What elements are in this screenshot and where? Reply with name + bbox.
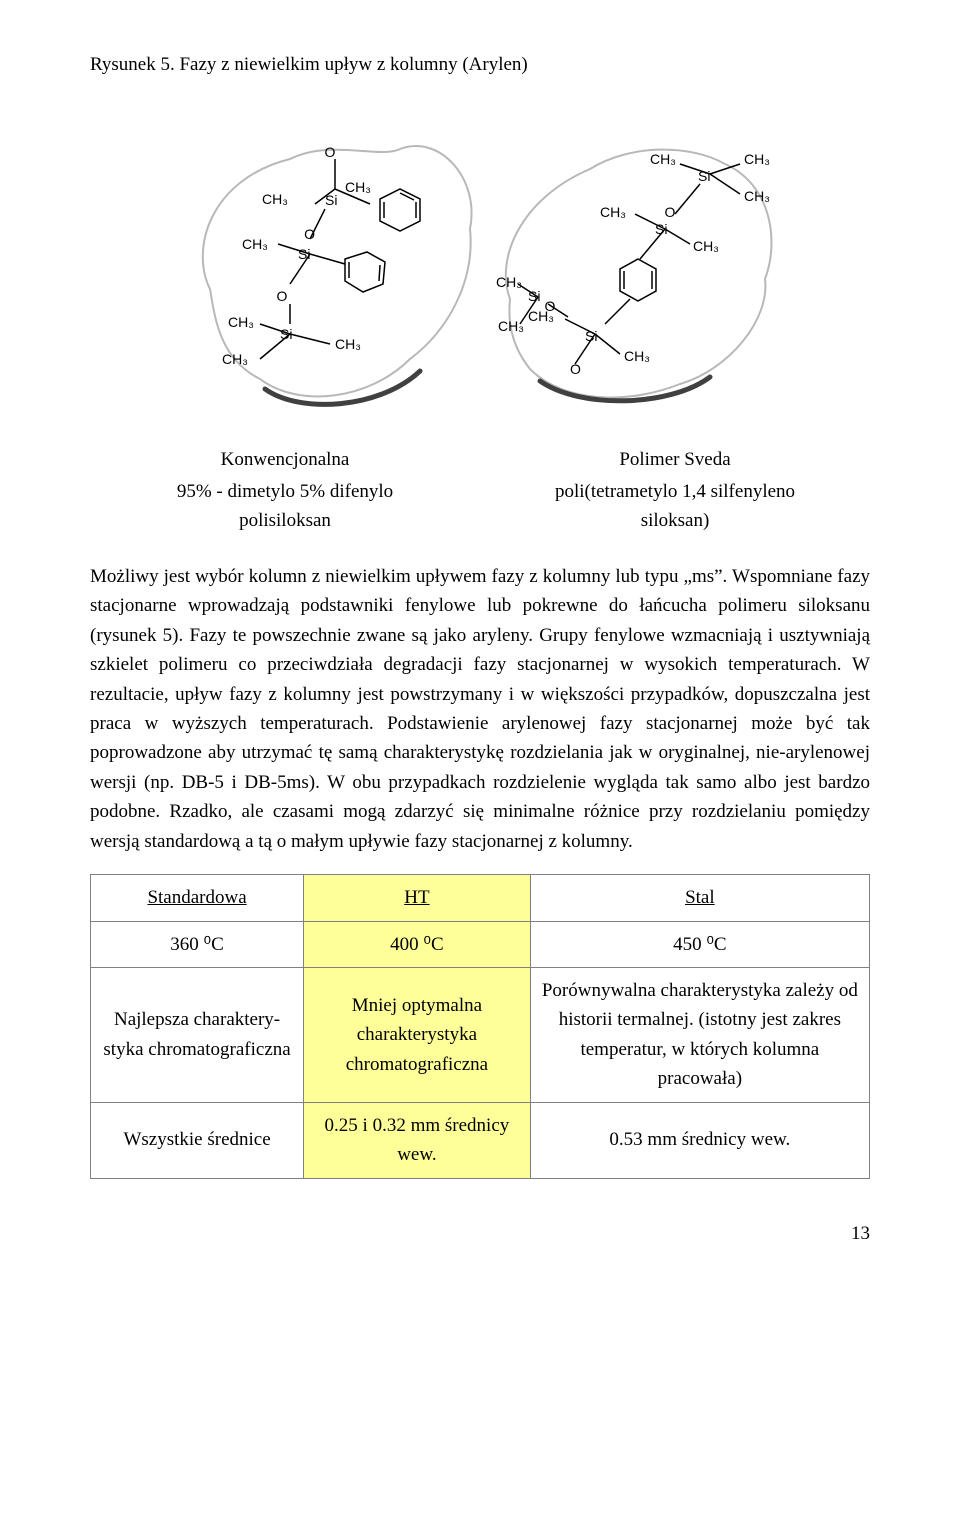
table-row: 360 ⁰C 400 ⁰C 450 ⁰C [91, 921, 870, 967]
cell: 360 ⁰C [91, 921, 304, 967]
svg-text:CH₃: CH₃ [345, 179, 371, 195]
svg-text:CH₃: CH₃ [693, 238, 719, 254]
svg-text:CH₃: CH₃ [600, 204, 626, 220]
svg-text:CH₃: CH₃ [744, 151, 770, 167]
label-right-head: Polimer Sveda [480, 445, 870, 474]
table-header-row: Standardowa HT Stal [91, 875, 870, 921]
molecule-figure: O CH₃ Si CH₃ O CH₃ Si O CH₃ Si CH₃ CH₃ [90, 109, 870, 429]
page-number: 13 [90, 1219, 870, 1248]
svg-text:Si: Si [280, 326, 292, 342]
comparison-table: Standardowa HT Stal 360 ⁰C 400 ⁰C 450 ⁰C… [90, 874, 870, 1179]
svg-text:Si: Si [655, 221, 667, 237]
svg-text:Si: Si [528, 288, 540, 304]
svg-text:O: O [570, 361, 581, 377]
molecule-diagram: O CH₃ Si CH₃ O CH₃ Si O CH₃ Si CH₃ CH₃ [170, 109, 790, 429]
svg-text:CH₃: CH₃ [335, 336, 361, 352]
svg-text:CH₃: CH₃ [222, 351, 248, 367]
svg-text:CH₃: CH₃ [242, 236, 268, 252]
svg-text:CH₃: CH₃ [650, 151, 676, 167]
cell: Porównywalna charakterystyka zależy od h… [530, 968, 869, 1103]
body-paragraph-text: Możliwy jest wybór kolumn z niewielkim u… [90, 562, 870, 856]
column-labels: Konwencjonalna 95% - dimetylo 5% difenyl… [90, 445, 870, 535]
svg-text:Si: Si [698, 168, 710, 184]
cell: 450 ⁰C [530, 921, 869, 967]
cell: Najlepsza charaktery­styka chromatografi… [91, 968, 304, 1103]
label-right-sub1: poli(tetrametylo 1,4 silfenyleno [480, 477, 870, 506]
svg-text:O: O [665, 204, 676, 220]
label-left: Konwencjonalna 95% - dimetylo 5% difenyl… [90, 445, 480, 535]
label-left-head: Konwencjonalna [90, 445, 480, 474]
table-row: Wszystkie średnice 0.25 i 0.32 mm średni… [91, 1102, 870, 1178]
svg-text:Si: Si [298, 246, 310, 262]
svg-text:CH₃: CH₃ [744, 188, 770, 204]
svg-text:CH₃: CH₃ [624, 348, 650, 364]
label-left-sub2: polisiloksan [90, 506, 480, 535]
svg-text:Si: Si [325, 192, 337, 208]
svg-text:O: O [304, 226, 315, 242]
svg-text:Si: Si [585, 328, 597, 344]
svg-text:O: O [545, 298, 556, 314]
table-row: Najlepsza charaktery­styka chromatografi… [91, 968, 870, 1103]
svg-text:CH₃: CH₃ [228, 314, 254, 330]
body-paragraph: Możliwy jest wybór kolumn z niewielkim u… [90, 562, 870, 856]
cell: 400 ⁰C [304, 921, 531, 967]
svg-text:O: O [277, 288, 288, 304]
label-right-sub2: siloksan) [480, 506, 870, 535]
label-left-sub1: 95% - dimetylo 5% difenylo [90, 477, 480, 506]
cell: Wszystkie średnice [91, 1102, 304, 1178]
svg-text:CH₃: CH₃ [496, 274, 522, 290]
figure-caption: Rysunek 5. Fazy z niewielkim upływ z kol… [90, 50, 870, 79]
th-ht: HT [304, 875, 531, 921]
svg-text:CH₃: CH₃ [262, 191, 288, 207]
th-stal: Stal [530, 875, 869, 921]
svg-text:CH₃: CH₃ [498, 318, 524, 334]
svg-text:O: O [325, 144, 336, 160]
cell: 0.53 mm średnicy wew. [530, 1102, 869, 1178]
th-standardowa: Standardowa [91, 875, 304, 921]
label-right: Polimer Sveda poli(tetrametylo 1,4 silfe… [480, 445, 870, 535]
cell: Mniej optymalna charaktery­styka chromat… [304, 968, 531, 1103]
cell: 0.25 i 0.32 mm średnicy wew. [304, 1102, 531, 1178]
